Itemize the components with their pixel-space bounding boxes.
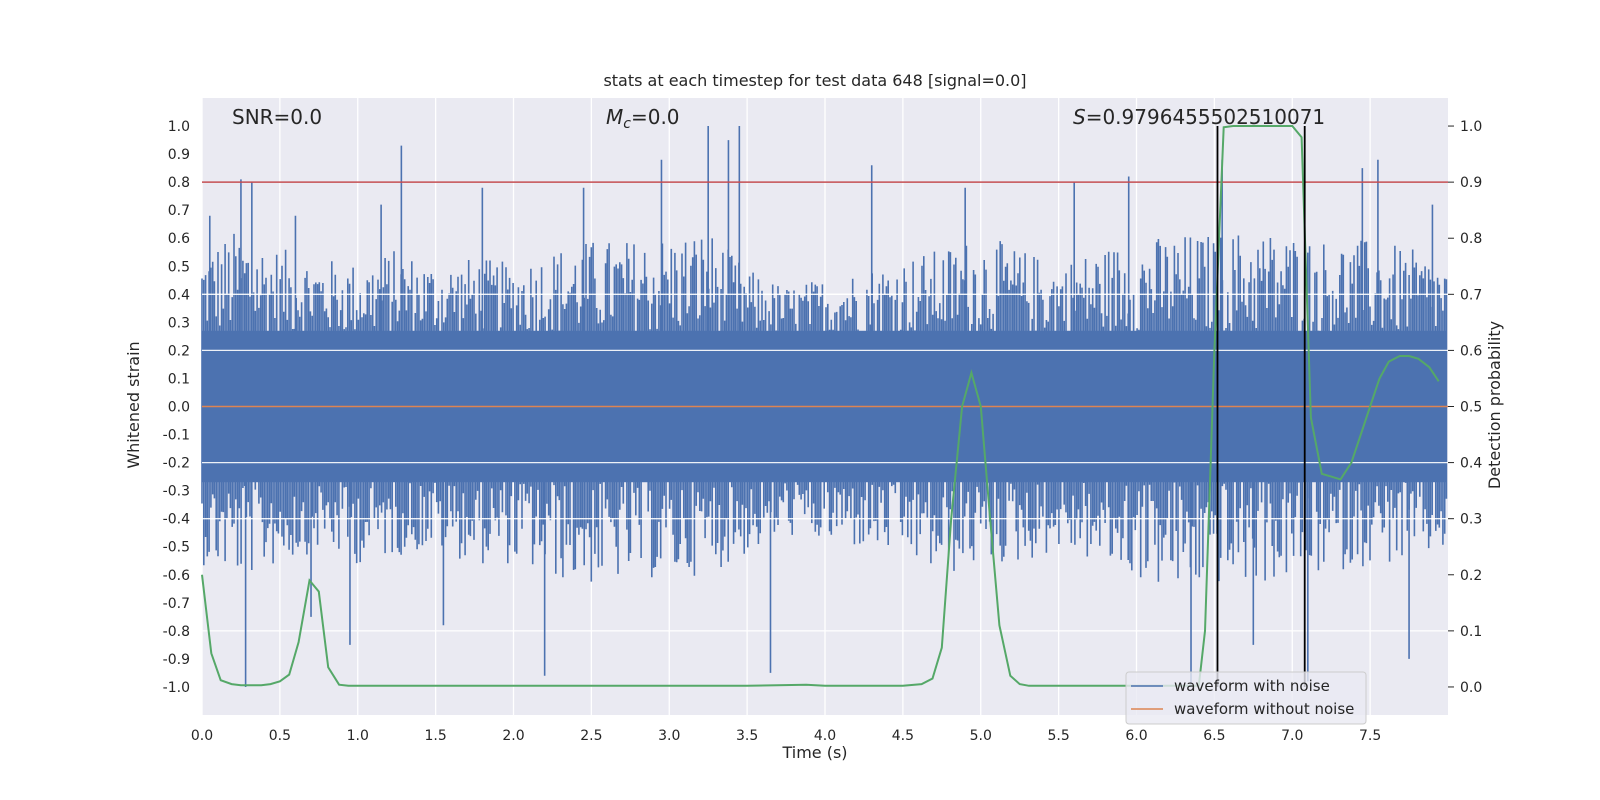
y-axis-label-left: Whitened strain — [124, 341, 143, 468]
mc-annotation: Mc=0.0 — [606, 105, 680, 132]
y-left-tick-label: 0.0 — [168, 400, 190, 416]
x-tick-label: 4.0 — [814, 728, 836, 744]
y-left-tick-label: -0.1 — [163, 428, 190, 444]
x-tick-label: 1.0 — [347, 728, 369, 744]
x-tick-label: 3.0 — [658, 728, 680, 744]
y-left-tick-label: 0.1 — [168, 371, 190, 387]
y-right-tick-label: 0.2 — [1460, 568, 1482, 584]
legend: waveform with noise waveform without noi… — [1125, 671, 1367, 725]
y-right-tick-label: 1.0 — [1460, 119, 1482, 135]
y-left-tick-label: 0.7 — [168, 203, 190, 219]
x-tick-label: 1.5 — [424, 728, 446, 744]
y-left-tick-label: 0.9 — [168, 147, 190, 163]
y-left-tick-label: 0.2 — [168, 343, 190, 359]
y-left-tick-label: -0.7 — [163, 596, 190, 612]
mc-subscript: c — [623, 116, 631, 132]
s-annotation: S=0.9796455502510071 — [1073, 105, 1325, 129]
y-right-tick-label: 0.0 — [1460, 680, 1482, 696]
x-tick-label: 3.5 — [736, 728, 758, 744]
y-right-tick-label: 0.7 — [1460, 287, 1482, 303]
tick-labels: 0.0 0.5 1.0 1.5 2.0 2.5 3.0 3.5 4.0 4.5 5.0 5.5 6.0 6… — [163, 119, 1483, 744]
y-left-tick-label: 0.8 — [168, 175, 190, 191]
y-left-tick-label: 0.3 — [168, 315, 190, 331]
y-right-tick-label: 0.5 — [1460, 400, 1482, 416]
y-left-tick-label: -0.8 — [163, 624, 190, 640]
legend-label-noise: waveform with noise — [1174, 677, 1330, 695]
y-left-tick-label: -0.2 — [163, 456, 190, 472]
y-left-tick-label: 0.5 — [168, 259, 190, 275]
s-symbol: S — [1073, 105, 1086, 129]
y-right-tick-label: 0.9 — [1460, 175, 1482, 191]
y-right-tick-label: 0.3 — [1460, 512, 1482, 528]
y-right-tick-label: 0.1 — [1460, 624, 1482, 640]
y-left-tick-label: -0.3 — [163, 484, 190, 500]
chart-title: stats at each timestep for test data 648… — [603, 71, 1026, 90]
x-tick-label: 5.0 — [970, 728, 992, 744]
legend-box — [1125, 671, 1367, 725]
x-tick-label: 7.5 — [1359, 728, 1381, 744]
y-left-tick-label: -0.6 — [163, 568, 190, 584]
y-left-tick-label: -0.4 — [163, 512, 190, 528]
mc-value: =0.0 — [631, 105, 680, 129]
y-right-tick-label: 0.4 — [1460, 456, 1482, 472]
s-value: =0.9796455502510071 — [1086, 105, 1325, 129]
y-left-tick-label: -0.9 — [163, 652, 190, 668]
y-right-tick-label: 0.6 — [1460, 343, 1482, 359]
x-tick-label: 4.5 — [892, 728, 914, 744]
x-axis-label: Time (s) — [781, 743, 847, 762]
legend-label-clean: waveform without noise — [1174, 700, 1354, 718]
y-left-tick-label: 0.6 — [168, 231, 190, 247]
snr-annotation: SNR=0.0 — [232, 105, 322, 129]
y-left-tick-label: 1.0 — [168, 119, 190, 135]
x-tick-label: 7.0 — [1281, 728, 1303, 744]
y-left-tick-label: 0.4 — [168, 287, 190, 303]
y-left-tick-label: -0.5 — [163, 540, 190, 556]
x-tick-label: 5.5 — [1047, 728, 1069, 744]
detection-probability-line — [201, 125, 1440, 687]
y-axis-label-right: Detection probability — [1485, 321, 1504, 489]
x-tick-label: 6.5 — [1203, 728, 1225, 744]
y-left-tick-label: -1.0 — [163, 680, 190, 696]
x-tick-label: 2.0 — [502, 728, 524, 744]
x-tick-label: 6.0 — [1125, 728, 1147, 744]
x-tick-label: 0.0 — [191, 728, 213, 744]
x-tick-label: 2.5 — [580, 728, 602, 744]
mc-symbol: M — [606, 105, 623, 129]
x-tick-label: 0.5 — [269, 728, 291, 744]
overlay-lines — [201, 125, 1448, 687]
y-right-tick-label: 0.8 — [1460, 231, 1482, 247]
